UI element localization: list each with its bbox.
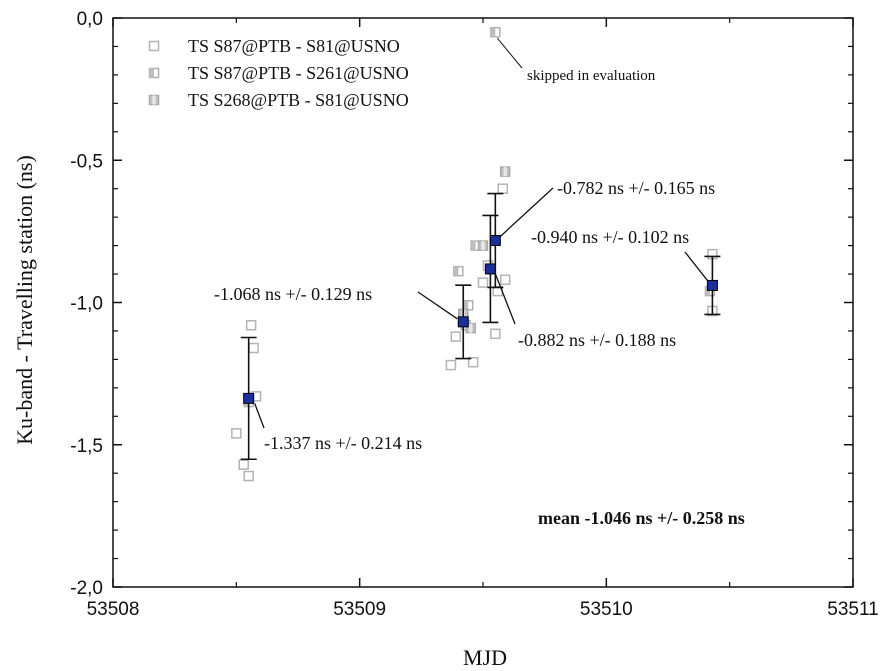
mean-label: -0.882 ns +/- 0.188 ns — [518, 330, 676, 350]
marker-square — [499, 274, 511, 285]
skipped-leader — [496, 37, 523, 69]
marker-square — [467, 356, 479, 368]
annotation-skipped: skipped in evaluation — [527, 68, 656, 84]
data-point — [465, 322, 476, 334]
data-point — [450, 331, 462, 342]
axis-ticks: 53508 53509 53510 53511 0,0 -0,5 -1,0 -1,5 -2,0 — [70, 9, 878, 620]
data-point — [499, 274, 511, 285]
marker-square — [248, 342, 259, 354]
data-point — [497, 183, 508, 194]
mean-label: -1.337 ns +/- 0.214 ns — [264, 433, 422, 453]
y-tick-label: -1,5 — [70, 436, 103, 457]
legend-marker — [148, 40, 160, 52]
y-tick-label: -2,0 — [70, 578, 103, 599]
mean-leader-line — [684, 251, 708, 281]
marker-square — [450, 331, 462, 342]
data-point — [490, 26, 501, 38]
legend-label: TS S87@PTB - S261@USNO — [188, 63, 409, 83]
data-point — [462, 300, 474, 311]
marker-square — [477, 277, 489, 288]
marker-fill — [471, 241, 476, 251]
marker-fill — [481, 241, 485, 251]
data-point — [477, 240, 489, 251]
data-point — [477, 277, 489, 288]
mean-leader-line — [494, 273, 516, 325]
y-tick-label: -0,5 — [70, 151, 103, 172]
marker-fill — [453, 266, 459, 276]
x-axis-title: MJD — [463, 645, 507, 670]
mean-point — [243, 392, 255, 404]
x-tick-label: 53510 — [580, 599, 633, 620]
data-point — [467, 356, 479, 368]
annotation-mean: mean -1.046 ns +/- 0.258 ns — [538, 508, 745, 528]
data-point — [248, 342, 259, 354]
data-point — [238, 459, 249, 470]
mean-point — [706, 279, 718, 291]
marker-fill — [503, 167, 507, 177]
marker-square — [243, 470, 254, 482]
legend-marker — [148, 67, 160, 79]
mean-points: -1.337 ns +/- 0.214 ns -1.068 ns +/- 0.12… — [214, 178, 721, 461]
marker-fill — [469, 323, 473, 333]
marker-square — [238, 459, 249, 470]
data-point — [499, 166, 511, 177]
y-axis-title: Ku-band - Travelling station (ns) — [12, 155, 37, 445]
mean-leader-line — [499, 187, 554, 237]
mean-label: -1.068 ns +/- 0.129 ns — [214, 284, 372, 304]
marker-fill — [152, 95, 156, 105]
y-tick-label: -1,0 — [70, 294, 103, 315]
marker-square — [148, 40, 160, 52]
x-tick-label: 53511 — [827, 599, 878, 620]
marker-fill — [463, 300, 469, 310]
mean-point — [484, 263, 496, 275]
mean-label: -0.940 ns +/- 0.102 ns — [531, 227, 689, 247]
data-point — [243, 470, 254, 482]
marker-fill — [705, 286, 710, 296]
mean-leader-line — [254, 403, 265, 429]
marker-square — [231, 428, 242, 439]
legend: TS S87@PTB - S81@USNO TS S87@PTB - S261@U… — [148, 36, 409, 110]
data-point — [445, 359, 457, 371]
mean-point — [457, 316, 469, 328]
marker-fill — [490, 27, 496, 37]
marker-square — [245, 320, 257, 331]
marker-square — [497, 183, 508, 194]
marker-fill — [149, 68, 154, 78]
x-tick-label: 53508 — [87, 599, 140, 620]
marker-square — [445, 359, 457, 371]
marker-square — [490, 328, 501, 340]
mean-label: -0.782 ns +/- 0.165 ns — [557, 178, 715, 198]
mean-point — [489, 234, 501, 246]
data-point — [231, 428, 242, 439]
data-point — [453, 265, 464, 277]
data-point — [490, 328, 501, 340]
legend-marker — [148, 94, 160, 106]
mean-leader-line — [417, 291, 458, 320]
y-tick-label: 0,0 — [77, 9, 103, 30]
x-tick-label: 53509 — [333, 599, 386, 620]
legend-label: TS S87@PTB - S81@USNO — [188, 36, 400, 56]
data-point — [245, 320, 257, 331]
legend-label: TS S268@PTB - S81@USNO — [188, 90, 409, 110]
